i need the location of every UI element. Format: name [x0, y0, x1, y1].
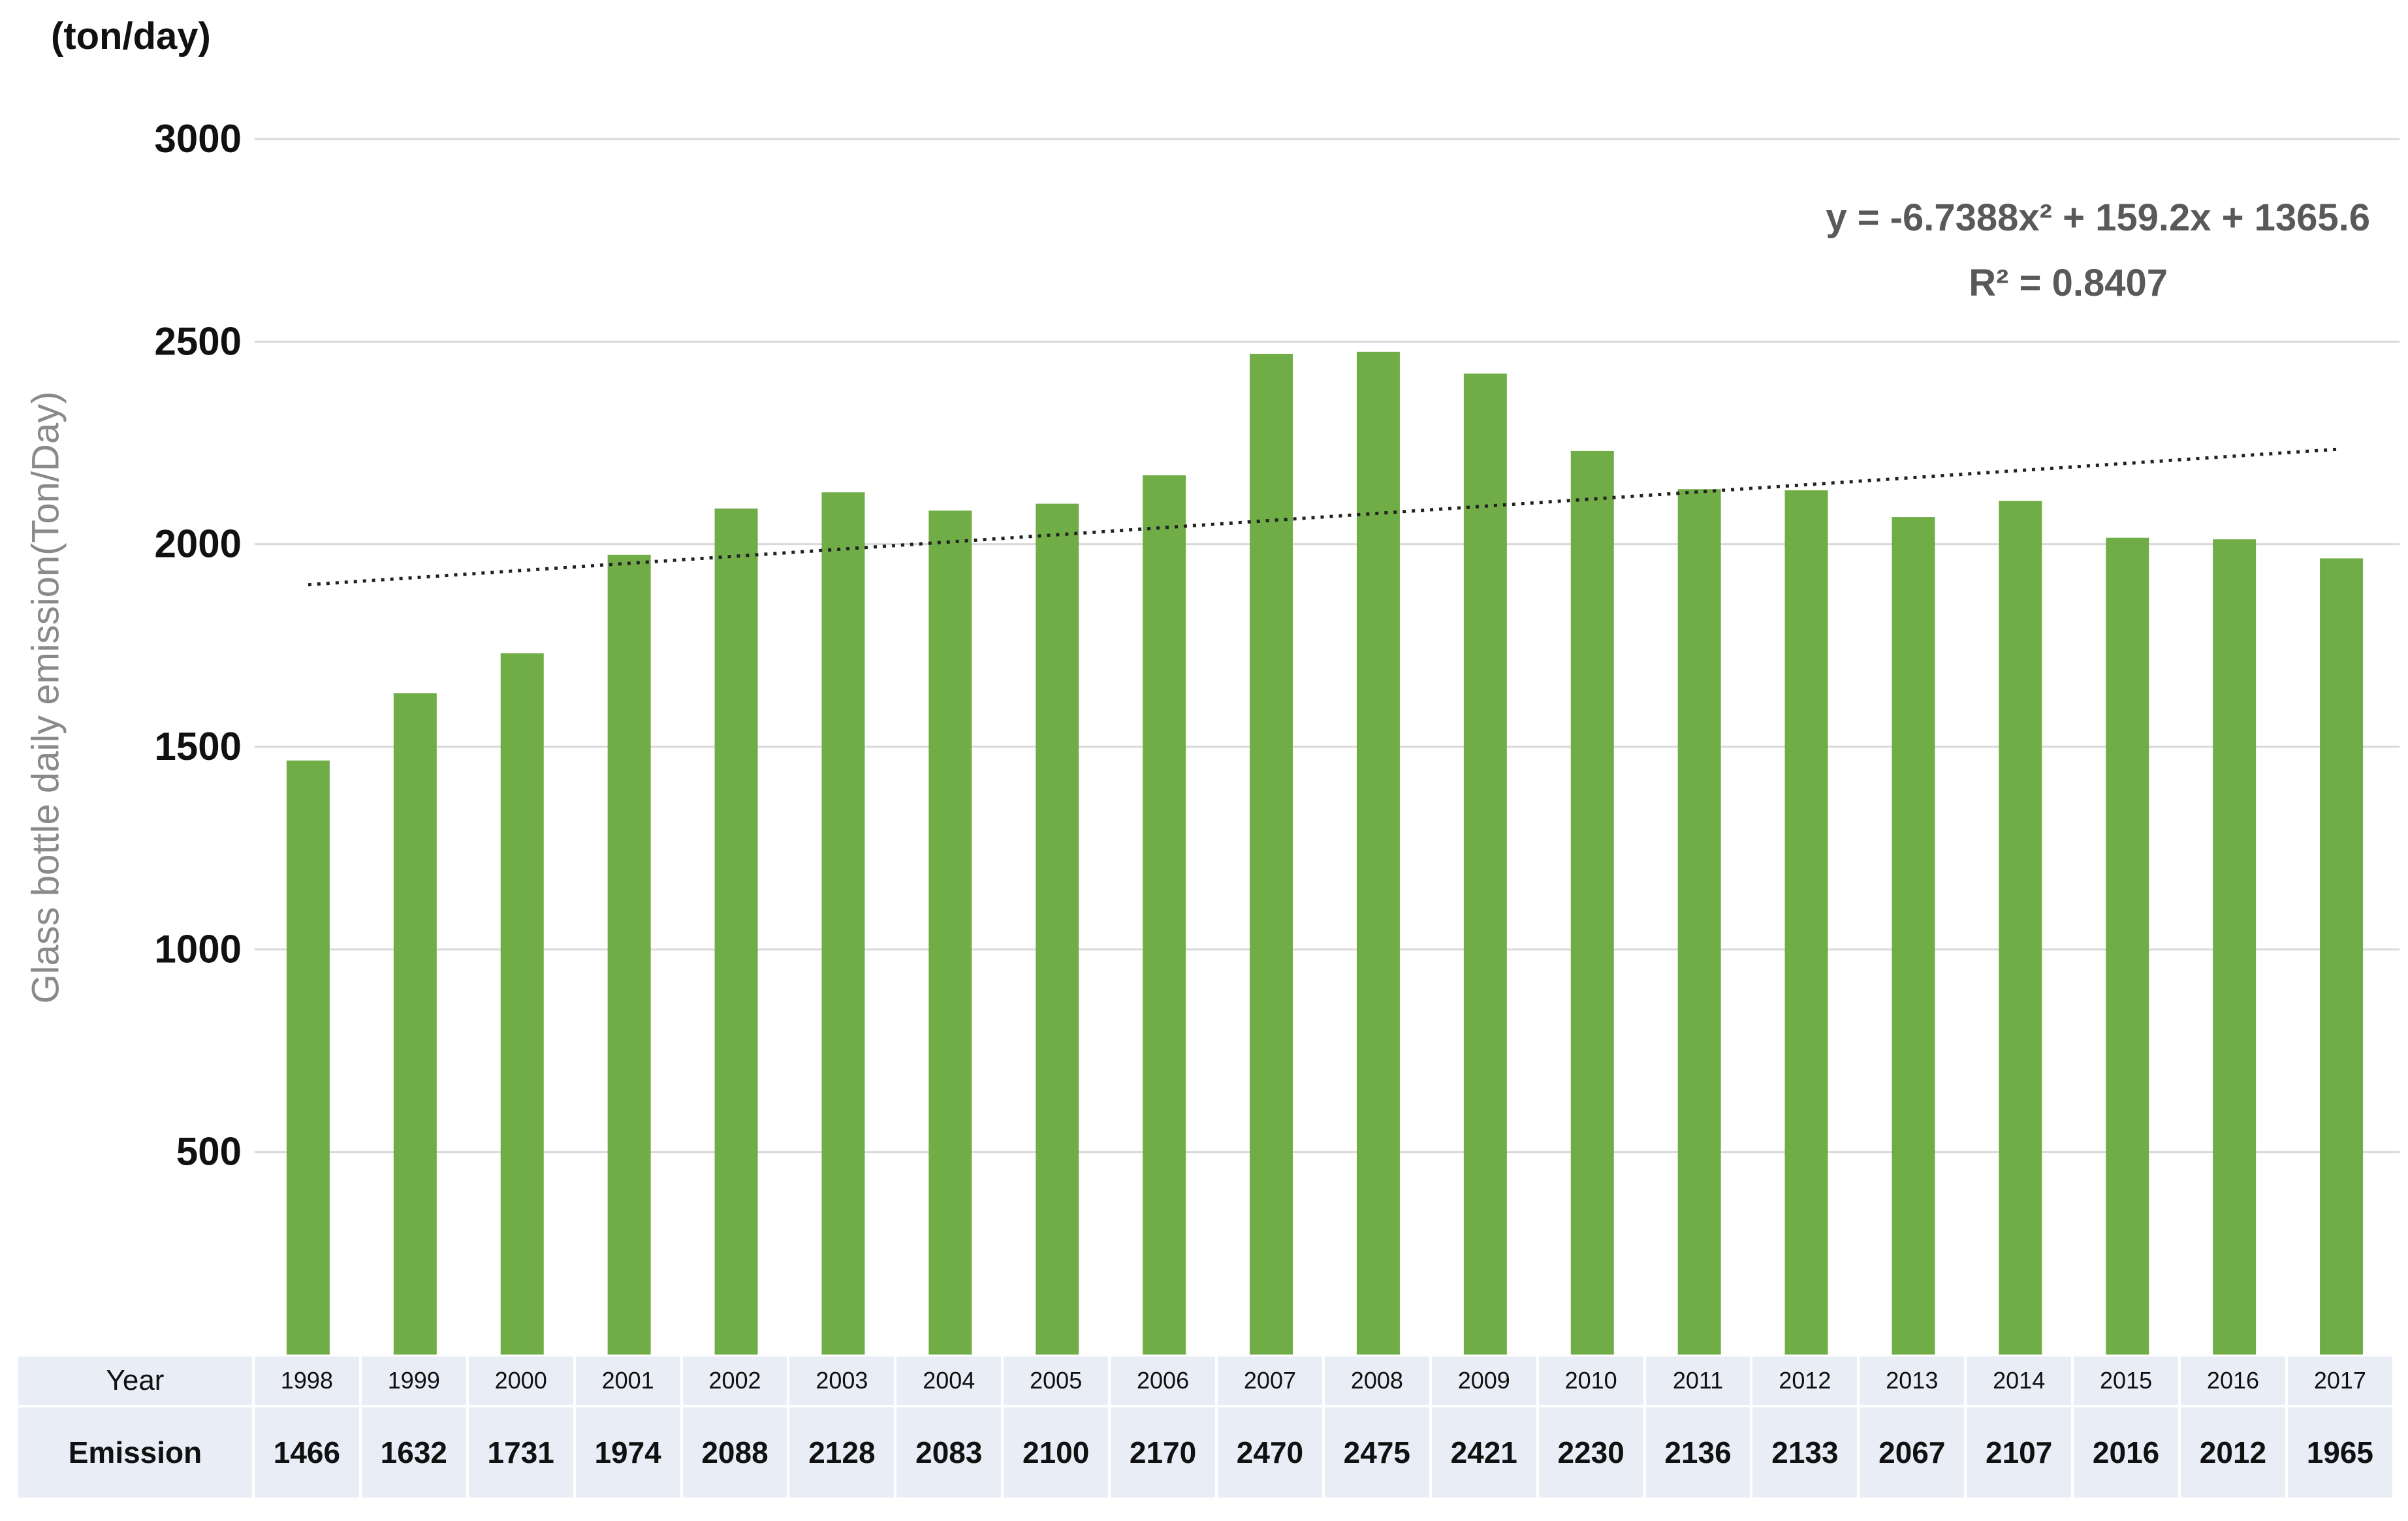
bar-2001: [607, 554, 651, 1355]
table-emission-cell: 2107: [1967, 1405, 2074, 1497]
y-axis-title: Glass bottle daily emission(Ton/Day): [24, 391, 67, 1004]
table-emission-cell: 1731: [468, 1405, 576, 1497]
unit-label: (ton/day): [51, 15, 211, 57]
bar-2014: [1999, 501, 2042, 1355]
y-axis-ticks: 500 1000 1500 2000 2500 3000: [155, 117, 242, 1174]
bar-2017: [2320, 558, 2364, 1355]
table-year-cell: 2002: [683, 1356, 790, 1405]
bar-2007: [1250, 353, 1293, 1355]
table-emission-cell: 2128: [789, 1405, 897, 1497]
data-table-emission-row: Emission 1466 1632 1731 1974 2088 2128 2083 210…: [18, 1405, 2395, 1497]
table-emission-cell: 2083: [896, 1405, 1004, 1497]
bar-2008: [1356, 351, 1400, 1355]
table-year-cell: 2009: [1432, 1356, 1539, 1405]
bar-2013: [1892, 517, 1935, 1355]
table-emission-cell: 1965: [2287, 1405, 2395, 1497]
trendline: [308, 447, 2342, 587]
table-emission-cell: 2133: [1752, 1405, 1860, 1497]
bar-2016: [2213, 539, 2257, 1355]
bar-2002: [714, 509, 758, 1355]
table-year-cell: 2012: [1752, 1356, 1860, 1405]
table-emission-cell: 2230: [1538, 1405, 1646, 1497]
table-year-cell: 2008: [1325, 1356, 1432, 1405]
table-emission-cell: 2136: [1645, 1405, 1753, 1497]
table-year-cell: 2007: [1218, 1356, 1325, 1405]
table-year-cell: 2014: [1967, 1356, 2074, 1405]
table-year-cell: 1999: [362, 1356, 469, 1405]
bar-2012: [1784, 490, 1828, 1355]
data-table-year-row: Year 1998 1999 2000 2001 2002 2003 2004 2005 200…: [18, 1356, 2395, 1405]
table-year-cell: 2013: [1860, 1356, 1967, 1405]
bar-1998: [286, 760, 330, 1355]
table-year-cell: 2015: [2074, 1356, 2181, 1405]
table-emission-cell: 1466: [255, 1405, 362, 1497]
table-year-cell: 2011: [1646, 1356, 1753, 1405]
table-emission-cell: 2170: [1111, 1405, 1218, 1497]
emission-row-header: Emission: [18, 1405, 255, 1497]
table-year-cell: 2017: [2288, 1356, 2395, 1405]
bar-2006: [1143, 475, 1186, 1355]
y-tick-label: 2000: [155, 522, 242, 566]
table-year-cell: 1998: [255, 1356, 362, 1405]
bar-2000: [500, 653, 544, 1355]
table-emission-cell: 2421: [1431, 1405, 1539, 1497]
bar-2004: [928, 510, 972, 1355]
table-year-cell: 2006: [1111, 1356, 1218, 1405]
y-tick-label: 2500: [155, 319, 242, 363]
table-year-cell: 2004: [896, 1356, 1004, 1405]
bar-1999: [393, 693, 437, 1355]
trendline-r-squared: R² = 0.8407: [1969, 262, 2168, 304]
table-year-cell: 2000: [469, 1356, 576, 1405]
bars: [286, 351, 2364, 1355]
table-emission-cell: 2012: [2181, 1405, 2288, 1497]
table-emission-cell: 1632: [361, 1405, 469, 1497]
table-year-cell: 2005: [1004, 1356, 1111, 1405]
bar-2015: [2106, 537, 2149, 1355]
trendline-equation: y = -6.7388x² + 159.2x + 1365.6: [1826, 196, 2370, 239]
table-emission-cell: 1974: [575, 1405, 683, 1497]
bar-2005: [1036, 503, 1079, 1355]
bar-2003: [821, 492, 865, 1355]
y-tick-label: 3000: [155, 117, 242, 161]
table-emission-cell: 2470: [1218, 1405, 1325, 1497]
bar-2010: [1570, 450, 1614, 1355]
table-year-cell: 2016: [2181, 1356, 2288, 1405]
y-tick-label: 1500: [155, 725, 242, 768]
table-emission-cell: 2088: [682, 1405, 790, 1497]
y-tick-label: 1000: [155, 927, 242, 971]
y-tick-label: 500: [176, 1130, 242, 1174]
table-emission-cell: 2067: [1860, 1405, 1967, 1497]
table-year-cell: 2001: [576, 1356, 683, 1405]
table-emission-cell: 2475: [1324, 1405, 1432, 1497]
table-emission-cell: 2016: [2074, 1405, 2181, 1497]
table-year-cell: 2003: [789, 1356, 897, 1405]
table-emission-cell: 2100: [1004, 1405, 1111, 1497]
bar-2011: [1677, 489, 1721, 1355]
bar-2009: [1463, 373, 1507, 1355]
year-row-header: Year: [18, 1356, 255, 1405]
table-year-cell: 2010: [1539, 1356, 1646, 1405]
